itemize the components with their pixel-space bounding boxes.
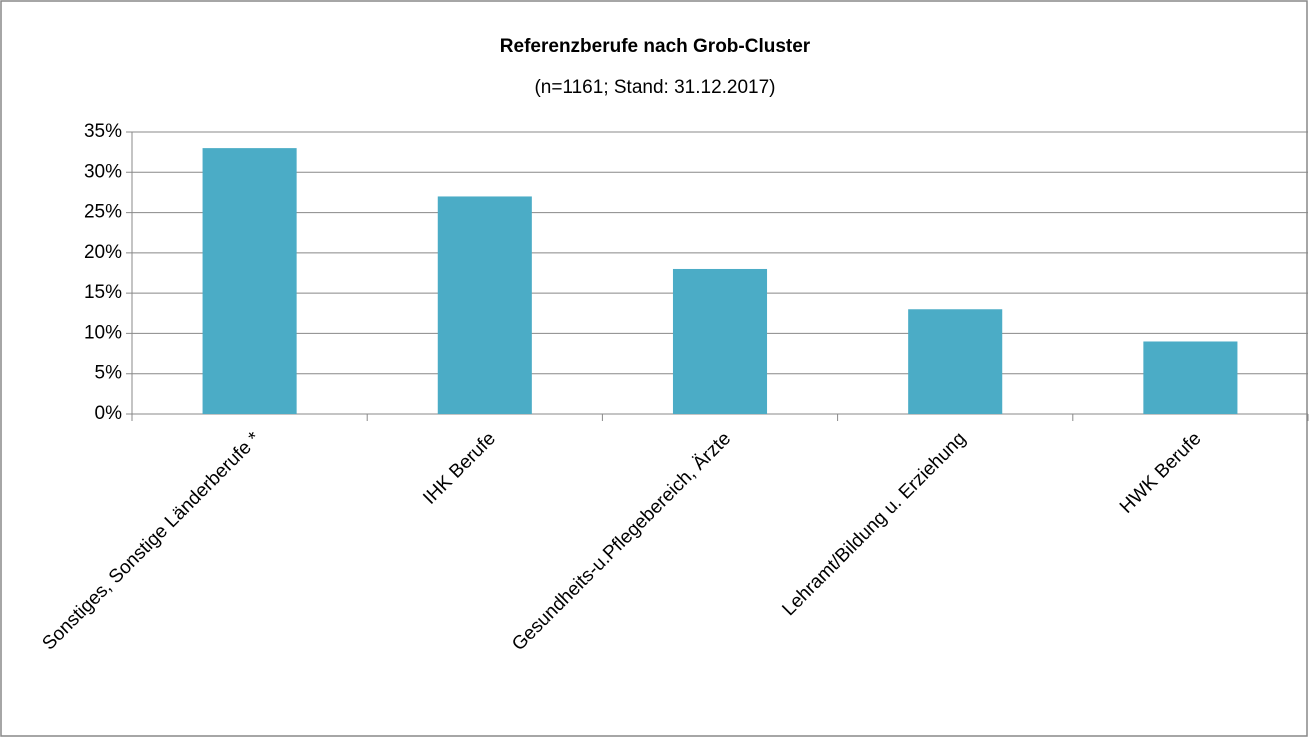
y-tick-label: 25%	[84, 202, 122, 223]
bar	[437, 196, 532, 414]
bar	[908, 309, 1003, 414]
bar	[672, 268, 768, 414]
y-tick-label: 15%	[84, 282, 122, 303]
chart-subtitle: (n=1161; Stand: 31.12.2017)	[534, 77, 775, 98]
y-tick-label: 0%	[95, 403, 123, 424]
y-tick-label: 20%	[84, 242, 122, 263]
y-tick-label: 35%	[84, 121, 122, 142]
bar	[1143, 341, 1238, 414]
y-tick-label: 30%	[84, 161, 122, 182]
bar	[202, 148, 297, 414]
chart-title: Referenzberufe nach Grob-Cluster	[500, 36, 811, 57]
y-tick-label: 10%	[84, 322, 122, 343]
y-tick-label: 5%	[95, 363, 123, 384]
